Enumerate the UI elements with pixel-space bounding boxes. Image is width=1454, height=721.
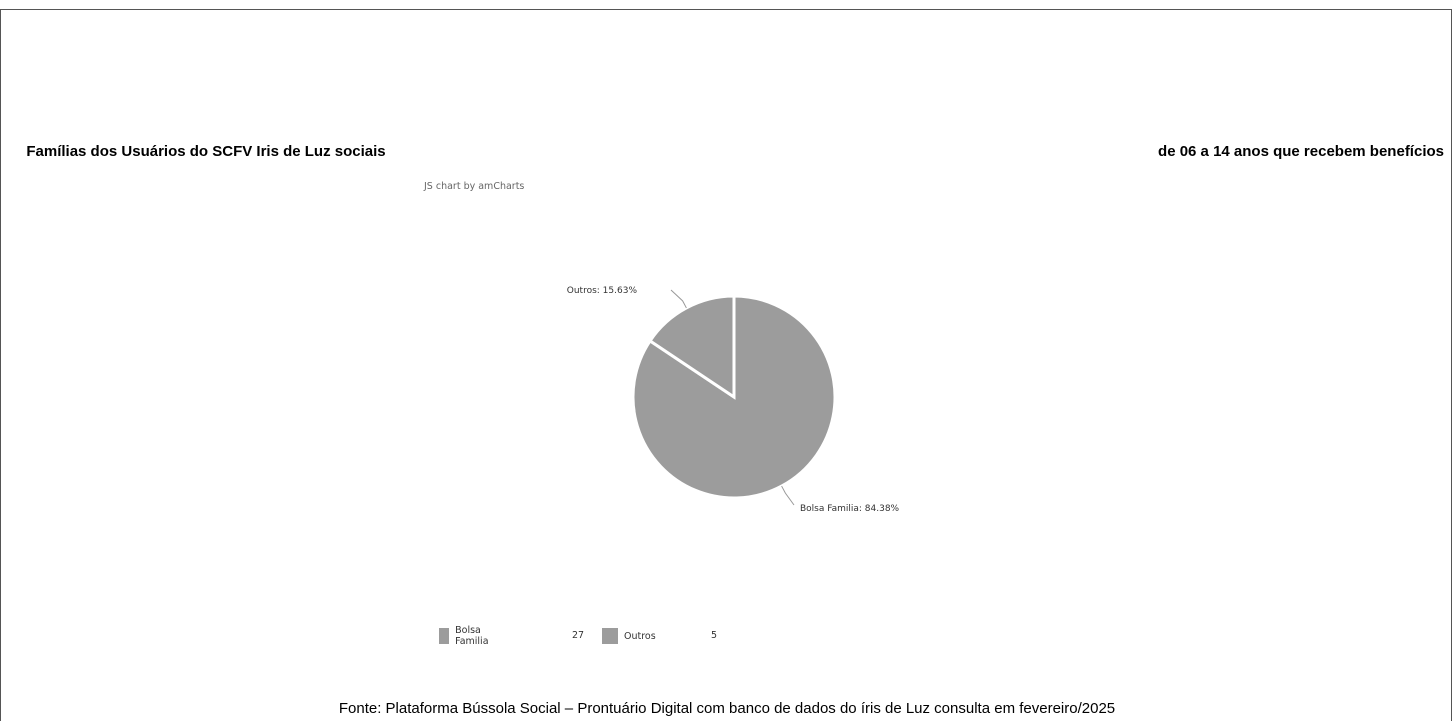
legend-swatch bbox=[602, 628, 618, 644]
amcharts-credit-link[interactable]: JS chart by amCharts bbox=[424, 181, 525, 192]
figure-frame bbox=[0, 9, 1452, 721]
label-leader-line bbox=[781, 485, 795, 506]
label-leader-line bbox=[670, 289, 687, 309]
slice-label-outros: Outros: 15.63% bbox=[567, 286, 638, 296]
legend-item-outros[interactable]: Outros bbox=[602, 626, 656, 646]
chart-title-right: de 06 a 14 anos que recebem benefícios bbox=[1158, 143, 1444, 160]
legend-label: Bolsa Familia bbox=[455, 625, 489, 647]
legend-value: 5 bbox=[711, 630, 718, 641]
legend-label: Outros bbox=[624, 630, 656, 642]
legend-value: 27 bbox=[572, 630, 585, 641]
source-caption: Fonte: Plataforma Bússola Social – Pront… bbox=[338, 700, 1116, 717]
legend-swatch bbox=[439, 628, 450, 644]
pie-slice-outros[interactable] bbox=[647, 294, 736, 400]
chart-title-left: Famílias dos Usuários do SCFV Iris de Lu… bbox=[26, 143, 386, 160]
legend-item-bolsa-familia[interactable]: Bolsa Familia bbox=[439, 625, 494, 647]
slice-label-bolsa-familia: Bolsa Familia: 84.38% bbox=[800, 504, 900, 514]
